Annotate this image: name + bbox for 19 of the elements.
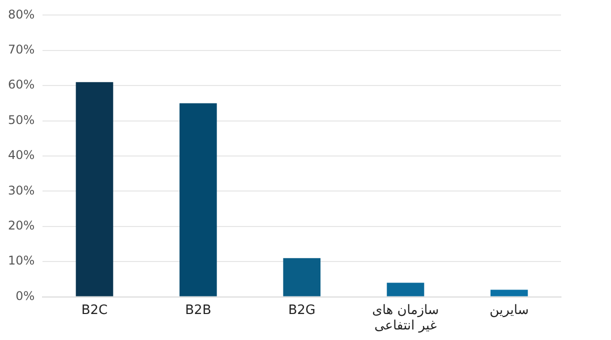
y-tick-label: 30% bbox=[8, 183, 35, 198]
y-tick-label: 70% bbox=[8, 42, 35, 57]
y-tick-label: 80% bbox=[8, 7, 35, 22]
x-tick-label: سایرین bbox=[490, 302, 529, 318]
bar bbox=[76, 82, 114, 296]
x-tick-label: B2B bbox=[185, 302, 212, 318]
bar bbox=[180, 103, 217, 296]
y-tick-label: 60% bbox=[8, 78, 35, 92]
y-tick-label: 0% bbox=[16, 288, 35, 303]
y-tick-label: 10% bbox=[8, 254, 35, 268]
bar bbox=[283, 258, 320, 296]
x-tick-label: B2G bbox=[288, 302, 316, 318]
y-tick-label: 50% bbox=[8, 112, 35, 127]
x-tick-label: سازمان های غیر انتفاعی bbox=[372, 302, 439, 334]
y-tick-label: 40% bbox=[8, 148, 35, 162]
x-tick-label: B2C bbox=[81, 302, 108, 318]
bar bbox=[386, 282, 424, 296]
bar bbox=[490, 290, 528, 296]
y-tick-label: 20% bbox=[8, 218, 35, 233]
